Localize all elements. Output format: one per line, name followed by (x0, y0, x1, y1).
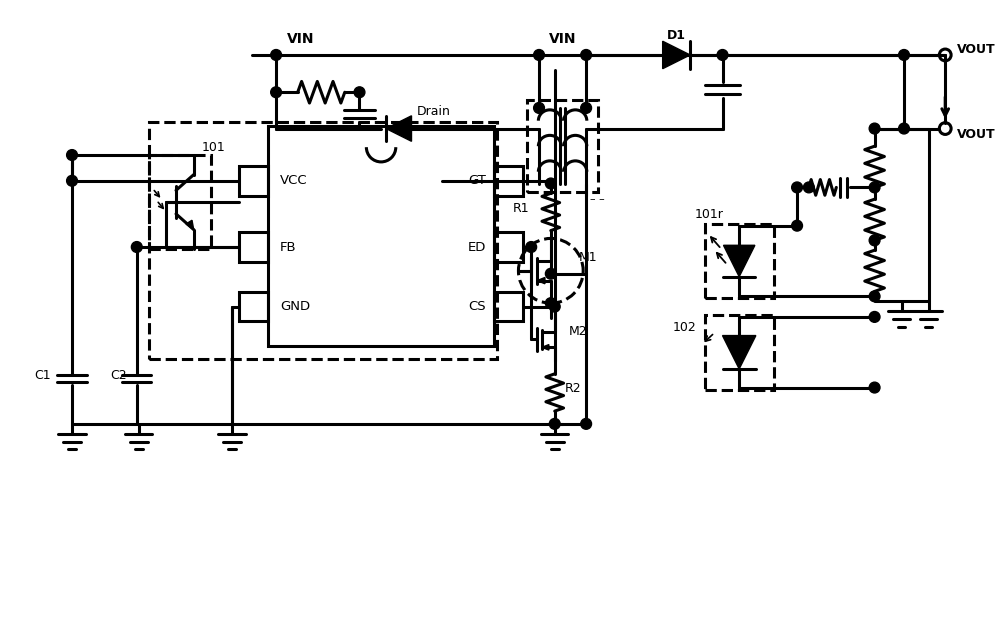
Circle shape (354, 87, 365, 98)
Text: R1: R1 (513, 202, 529, 215)
Text: GT: GT (468, 174, 486, 188)
Circle shape (792, 182, 802, 192)
Polygon shape (723, 245, 755, 277)
Text: VOUT: VOUT (957, 128, 996, 141)
Text: M1: M1 (578, 251, 597, 264)
Circle shape (581, 419, 592, 429)
Circle shape (869, 382, 880, 393)
Bar (705, 224, 774, 298)
Circle shape (899, 49, 909, 61)
Bar (705, 315, 774, 389)
Circle shape (534, 102, 544, 113)
Bar (239, 232, 268, 262)
Text: CS: CS (468, 300, 486, 313)
Bar (149, 155, 211, 249)
Bar (239, 166, 268, 196)
Circle shape (131, 242, 142, 252)
Circle shape (549, 301, 560, 312)
Circle shape (899, 123, 909, 134)
Text: Drain: Drain (416, 105, 450, 118)
Circle shape (549, 419, 560, 429)
Circle shape (717, 49, 728, 61)
Text: FB: FB (280, 241, 297, 254)
Text: C2: C2 (110, 369, 127, 382)
Bar (494, 166, 523, 196)
Bar (268, 126, 494, 346)
Circle shape (545, 268, 556, 279)
Polygon shape (386, 116, 411, 141)
Circle shape (67, 176, 77, 186)
Text: C1: C1 (34, 369, 50, 382)
Bar (494, 232, 523, 262)
Circle shape (792, 220, 802, 231)
Text: VCC: VCC (280, 174, 308, 188)
Polygon shape (537, 278, 545, 284)
Circle shape (545, 178, 556, 189)
Text: VOUT: VOUT (957, 42, 996, 56)
Bar (149, 122, 497, 359)
Text: GND: GND (280, 300, 310, 313)
Text: VIN: VIN (549, 32, 576, 46)
Circle shape (869, 235, 880, 246)
Polygon shape (542, 344, 549, 350)
Polygon shape (723, 336, 756, 369)
Bar (527, 100, 598, 192)
Text: – –: – – (590, 194, 605, 204)
Circle shape (869, 182, 880, 192)
Circle shape (581, 102, 592, 113)
Circle shape (869, 311, 880, 322)
Circle shape (869, 291, 880, 302)
Text: 102: 102 (672, 321, 696, 334)
Text: 101: 101 (202, 141, 225, 154)
Text: R2: R2 (565, 382, 581, 396)
Circle shape (271, 49, 281, 61)
Circle shape (67, 149, 77, 161)
Text: ED: ED (468, 241, 486, 254)
Text: 101r: 101r (695, 208, 724, 221)
Circle shape (534, 49, 544, 61)
Circle shape (545, 298, 556, 309)
Polygon shape (186, 220, 194, 229)
Text: VIN: VIN (287, 32, 314, 46)
Bar (239, 292, 268, 321)
Circle shape (803, 182, 814, 192)
Circle shape (581, 49, 592, 61)
Polygon shape (663, 41, 690, 69)
Circle shape (869, 123, 880, 134)
Text: M2: M2 (568, 324, 587, 338)
Circle shape (526, 242, 537, 252)
Bar (494, 292, 523, 321)
Circle shape (271, 87, 281, 98)
Text: D1: D1 (667, 29, 686, 42)
